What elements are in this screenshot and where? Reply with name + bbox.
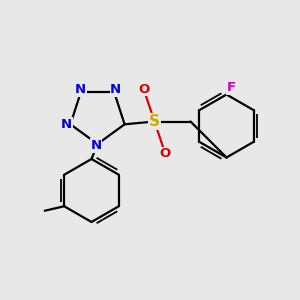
- Text: N: N: [90, 139, 102, 152]
- Text: S: S: [149, 114, 160, 129]
- Text: O: O: [159, 147, 171, 161]
- Text: N: N: [75, 83, 86, 96]
- Text: N: N: [110, 83, 121, 96]
- Text: O: O: [138, 82, 150, 96]
- Text: N: N: [61, 118, 72, 131]
- Text: F: F: [226, 81, 236, 94]
